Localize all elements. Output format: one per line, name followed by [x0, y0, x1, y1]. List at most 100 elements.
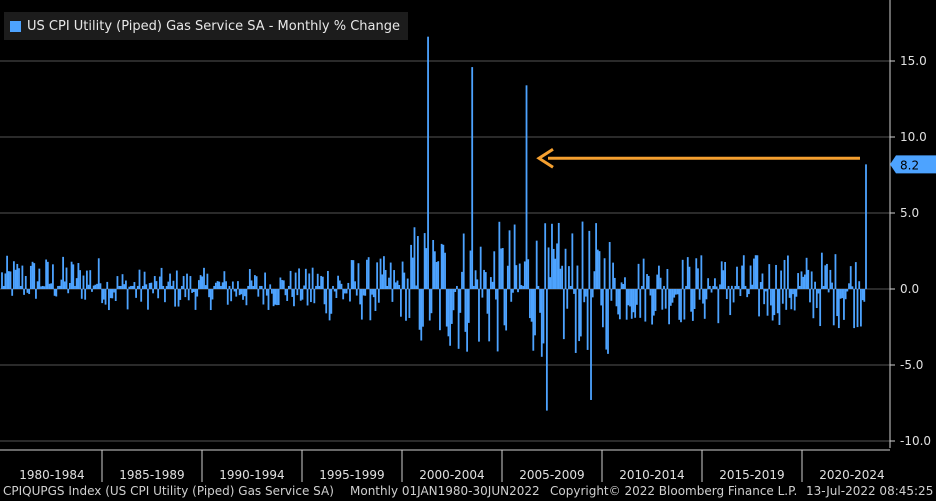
bar: [43, 286, 46, 289]
bar: [347, 282, 350, 289]
bar: [153, 276, 156, 289]
bar: [627, 289, 630, 306]
bar: [148, 283, 151, 289]
bar: [462, 233, 465, 289]
bar: [529, 289, 531, 319]
chart-legend: US CPI Utility (Piped) Gas Service SA - …: [4, 12, 409, 40]
bar: [418, 289, 421, 330]
bar: [697, 268, 699, 289]
bar: [763, 289, 766, 305]
bar: [374, 289, 377, 311]
bar: [342, 289, 345, 300]
bar: [809, 289, 811, 303]
bar: [209, 289, 212, 311]
bar: [841, 289, 844, 299]
bar: [257, 289, 260, 297]
bar: [118, 285, 121, 289]
bar: [116, 276, 119, 289]
bar: [33, 263, 36, 289]
bar: [335, 289, 338, 299]
bar: [810, 271, 813, 289]
bar: [674, 289, 677, 295]
bar: [837, 289, 840, 329]
bar: [430, 289, 433, 314]
bar: [46, 261, 49, 289]
bar: [498, 221, 501, 289]
bar: [140, 289, 143, 302]
bar: [172, 280, 175, 289]
bar: [60, 279, 63, 289]
bar: [433, 251, 436, 289]
bar: [450, 289, 453, 324]
bar: [133, 282, 136, 289]
bar: [40, 286, 42, 289]
x-tick-label: 2000-2004: [419, 468, 484, 482]
bar: [586, 289, 589, 350]
bar: [846, 289, 849, 292]
bar: [359, 289, 362, 305]
bar: [749, 265, 752, 289]
bar: [851, 286, 854, 289]
bar: [235, 289, 238, 297]
bar: [649, 289, 652, 296]
bar: [293, 289, 295, 307]
bar: [410, 244, 412, 289]
bar: [598, 251, 601, 289]
bar: [506, 265, 509, 289]
bar: [411, 257, 414, 289]
bar: [856, 289, 859, 328]
bar: [454, 289, 457, 292]
bar: [97, 258, 100, 289]
bar: [652, 289, 655, 316]
bar: [476, 279, 479, 289]
bar: [449, 289, 452, 346]
bar: [104, 289, 107, 305]
bar: [542, 289, 545, 344]
bar: [588, 230, 591, 289]
bar: [237, 281, 239, 289]
bar: [255, 276, 258, 289]
bar: [603, 258, 606, 289]
bar: [658, 265, 660, 289]
bar: [269, 284, 272, 289]
bar: [557, 222, 560, 289]
bar: [401, 261, 404, 289]
bar: [620, 282, 623, 289]
last-value-tag: [890, 155, 936, 174]
bar: [764, 289, 767, 292]
bar: [194, 289, 197, 310]
bar: [549, 277, 552, 289]
bar: [343, 289, 346, 294]
bar: [16, 263, 19, 289]
bar: [240, 289, 243, 295]
bar: [651, 289, 654, 325]
bar: [388, 277, 390, 289]
bar: [775, 264, 777, 289]
y-tick-label: -5.0: [900, 358, 923, 372]
bar: [447, 289, 450, 337]
bar: [21, 265, 24, 289]
bar: [583, 289, 586, 303]
bar: [211, 289, 214, 300]
bar: [702, 289, 704, 304]
x-tick-label: 2010-2014: [619, 468, 684, 482]
bar: [355, 289, 358, 296]
bar: [91, 289, 93, 292]
bar: [74, 285, 76, 289]
bar: [613, 277, 616, 289]
bar: [770, 289, 772, 306]
bar: [354, 281, 356, 289]
bar: [160, 267, 163, 289]
bar: [155, 281, 158, 289]
bar: [601, 289, 604, 328]
bar: [177, 289, 180, 307]
bar: [724, 261, 727, 289]
bar: [304, 268, 307, 289]
bar: [203, 267, 205, 289]
bar: [525, 85, 528, 289]
bar: [659, 277, 662, 289]
bar: [612, 262, 614, 289]
bar: [310, 289, 312, 303]
bar: [739, 289, 742, 297]
bar: [65, 267, 68, 289]
